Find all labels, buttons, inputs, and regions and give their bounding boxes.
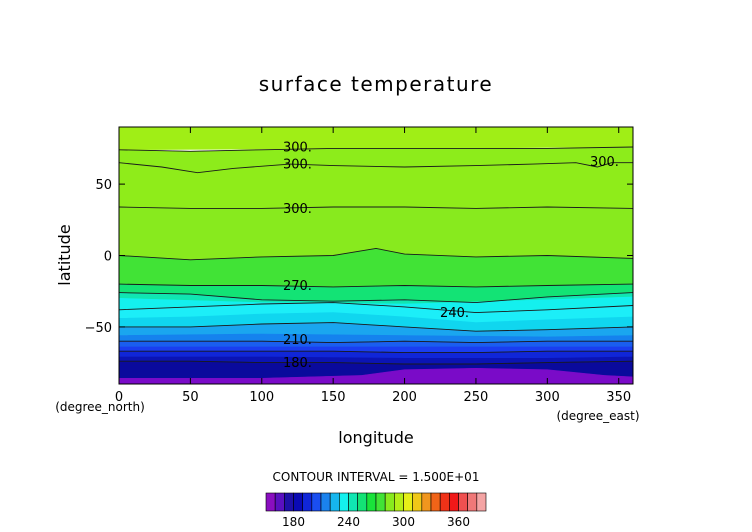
colorbar-tick-label: 240 bbox=[337, 515, 360, 529]
colorbar-swatch bbox=[311, 492, 322, 512]
colorbar-swatch bbox=[274, 492, 285, 512]
colorbar-swatch bbox=[449, 492, 459, 512]
colorbar-swatch bbox=[357, 492, 368, 512]
contour-line-210 bbox=[119, 340, 633, 344]
colorbar-swatch bbox=[430, 492, 441, 512]
contour-label: 300. bbox=[590, 155, 619, 170]
colorbar-swatch bbox=[467, 492, 478, 512]
colorbar-swatch bbox=[302, 492, 313, 512]
colorbar-swatch bbox=[403, 492, 413, 512]
y-axis-ticks: 50 0 −50 bbox=[85, 178, 633, 336]
contour-lines bbox=[118, 146, 634, 365]
x-axis-units: (degree_east) bbox=[556, 409, 639, 423]
contour-line-300 bbox=[118, 162, 633, 174]
contour-line-255 bbox=[118, 292, 634, 304]
colorbar-swatch bbox=[384, 492, 395, 512]
y-axis-units: (degree_north) bbox=[55, 400, 145, 414]
colorbar-swatch bbox=[439, 492, 450, 512]
contour-label: 180. bbox=[283, 356, 312, 371]
x-tick-label: 0 bbox=[115, 390, 123, 405]
colorbar-swatch bbox=[284, 492, 294, 512]
y-tick-label: 50 bbox=[95, 178, 112, 193]
contour-line-300 bbox=[118, 206, 634, 209]
y-axis-label: latitude bbox=[55, 224, 74, 285]
colorbar-tick-label: 360 bbox=[447, 515, 470, 529]
contour-labels: 300. 300. 300. 300. 270. 240. 210. 180. bbox=[283, 140, 619, 371]
x-tick-label: 200 bbox=[392, 390, 417, 405]
y-tick-label: 0 bbox=[104, 250, 112, 265]
contour-line-225 bbox=[119, 322, 634, 332]
filled-bands bbox=[118, 126, 634, 385]
colorbar-swatch bbox=[320, 492, 331, 512]
colorbar-swatch bbox=[293, 492, 303, 512]
x-axis-ticks: 0 50 100 150 200 250 300 350 bbox=[115, 127, 631, 405]
contour-line-195 bbox=[119, 350, 633, 354]
contour-label: 240. bbox=[440, 306, 469, 321]
x-tick-label: 250 bbox=[464, 390, 489, 405]
colorbar-swatch bbox=[394, 492, 404, 512]
colorbar-tick-label: 300 bbox=[392, 515, 415, 529]
colorbar-swatch bbox=[421, 492, 432, 512]
chart-title: surface temperature bbox=[259, 72, 494, 96]
x-tick-label: 300 bbox=[535, 390, 560, 405]
contour-line-285 bbox=[118, 247, 634, 261]
band-0 bbox=[118, 126, 634, 151]
contour-line-240 bbox=[118, 302, 634, 314]
colorbar-swatch bbox=[476, 492, 487, 512]
x-tick-label: 100 bbox=[249, 390, 274, 405]
colorbar-swatch bbox=[348, 492, 358, 512]
colorbar-swatch bbox=[458, 492, 468, 512]
colorbar-swatch bbox=[339, 492, 349, 512]
colorbar-swatch bbox=[375, 492, 386, 512]
x-axis-label: longitude bbox=[338, 428, 413, 447]
x-tick-label: 350 bbox=[606, 390, 631, 405]
contour-line-180 bbox=[119, 360, 634, 365]
colorbar-swatch bbox=[412, 492, 423, 512]
colorbar bbox=[265, 492, 487, 512]
contour-label: 300. bbox=[283, 202, 312, 217]
colorbar-swatch bbox=[265, 492, 276, 512]
contour-interval-text: CONTOUR INTERVAL = 1.500E+01 bbox=[273, 470, 480, 484]
x-tick-label: 50 bbox=[182, 390, 199, 405]
contour-label: 300. bbox=[283, 140, 312, 155]
contour-label: 270. bbox=[283, 279, 312, 294]
contour-label: 210. bbox=[283, 333, 312, 348]
colorbar-swatch bbox=[329, 492, 340, 512]
colorbar-swatch bbox=[366, 492, 377, 512]
contour-line-300 bbox=[118, 146, 634, 152]
colorbar-tick-label: 180 bbox=[282, 515, 305, 529]
colorbar-tick-labels: 180 240 300 360 bbox=[282, 515, 470, 529]
contour-label: 300. bbox=[283, 158, 312, 173]
y-tick-label: −50 bbox=[85, 321, 112, 336]
x-tick-label: 150 bbox=[321, 390, 346, 405]
contour-line-270 bbox=[118, 283, 634, 288]
